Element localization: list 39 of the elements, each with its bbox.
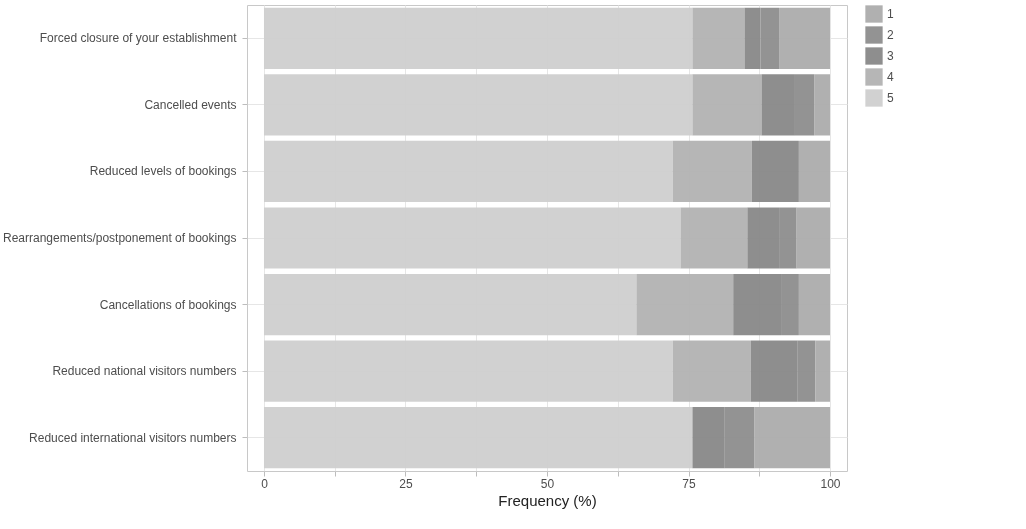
x-tick-label: 75 — [682, 476, 696, 491]
bar — [814, 74, 831, 136]
y-tick-label: Cancelled events — [144, 97, 237, 112]
bar — [672, 340, 751, 402]
bar — [672, 140, 752, 203]
y-tick-label: Reduced national visitors numbers — [52, 364, 237, 379]
bar — [692, 74, 762, 136]
bar — [263, 7, 693, 69]
x-tick-label: 25 — [399, 476, 413, 491]
legend-label: 1 — [887, 7, 894, 21]
x-tick-label: 50 — [540, 476, 555, 491]
bar — [263, 74, 693, 136]
x-tick-label: 100 — [820, 476, 841, 491]
legend-label: 3 — [887, 49, 894, 63]
legend-label: 4 — [887, 70, 894, 84]
bar — [263, 207, 681, 269]
bar — [815, 340, 831, 402]
bar — [798, 140, 831, 203]
bar — [263, 407, 693, 469]
bar — [779, 7, 831, 69]
y-tick-label: Cancellations of bookings — [99, 297, 237, 312]
y-tick-label: Rearrangements/postponement of bookings — [3, 231, 237, 245]
bar — [692, 7, 745, 69]
y-tick-label: Forced closure of your establishment — [39, 31, 238, 46]
bar — [680, 207, 748, 269]
x-tick-label: 0 — [261, 476, 269, 491]
legend-label: 2 — [887, 28, 894, 42]
y-tick-label: Reduced levels of bookings — [89, 164, 237, 179]
bar — [263, 340, 673, 402]
y-tick-label: Reduced international visitors numbers — [29, 430, 237, 445]
bar — [636, 273, 734, 336]
bar — [751, 140, 799, 203]
legend-label: 5 — [887, 91, 894, 105]
bar — [754, 407, 831, 469]
bar — [263, 273, 637, 336]
x-axis-title: Frequency (%) — [498, 491, 597, 509]
bar — [796, 207, 831, 269]
bar — [263, 140, 673, 203]
bar — [798, 273, 831, 336]
